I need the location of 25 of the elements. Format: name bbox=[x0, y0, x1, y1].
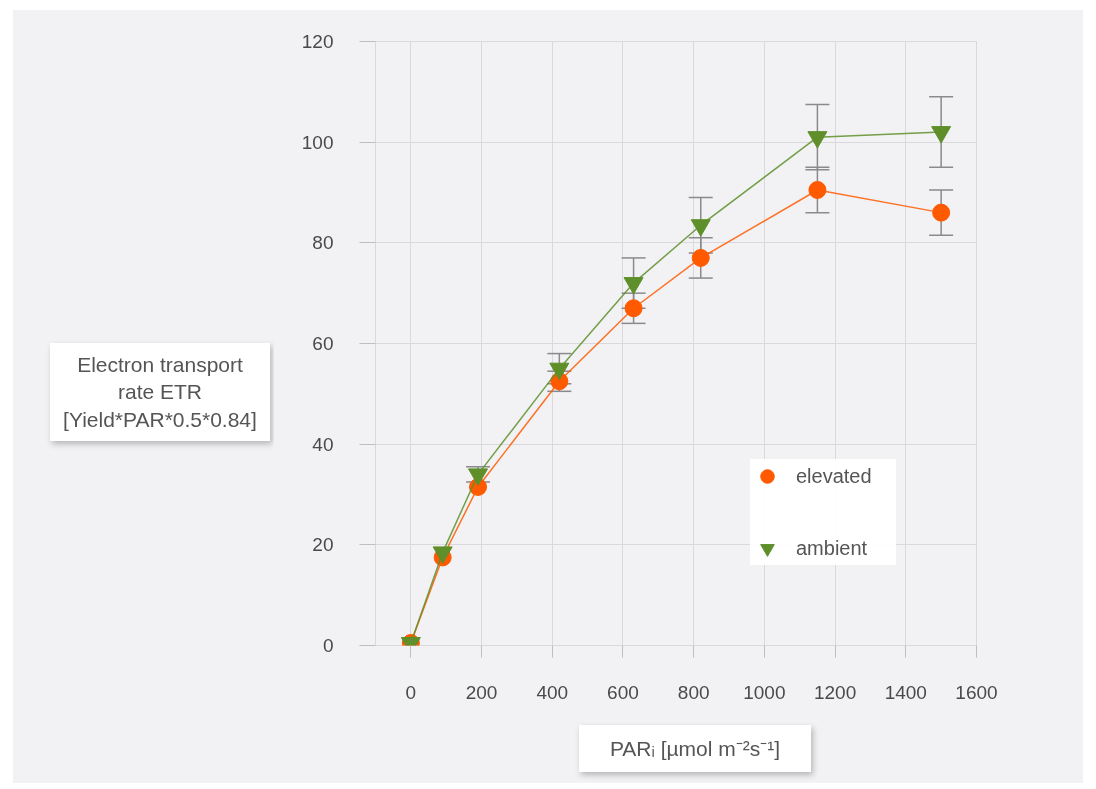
x-tick-label: 800 bbox=[677, 681, 710, 703]
y-tick-label: 20 bbox=[312, 534, 334, 556]
y-tick-label: 40 bbox=[312, 433, 334, 455]
x-tick-label: 1000 bbox=[743, 681, 786, 703]
legend-label: ambient bbox=[796, 536, 869, 560]
y-tick-label: 100 bbox=[301, 131, 334, 153]
point bbox=[690, 219, 711, 237]
x-tick-label: 400 bbox=[536, 681, 569, 703]
x-tick-label: 1600 bbox=[955, 681, 998, 703]
x-tick-label: 1200 bbox=[813, 681, 857, 703]
point bbox=[624, 299, 643, 318]
y-axis-title: Electron transport rate ETR [Yield*PAR*0.5*0.84] bbox=[50, 343, 270, 441]
y-tick-label: 0 bbox=[322, 635, 334, 656]
point bbox=[931, 126, 952, 144]
y-tick-label: 60 bbox=[312, 333, 334, 354]
point bbox=[807, 131, 828, 149]
x-tick-label: 1400 bbox=[884, 681, 927, 703]
y-tick-label: 120 bbox=[301, 31, 334, 52]
legend-label: elevated bbox=[796, 464, 873, 488]
x-tick-label: 200 bbox=[465, 681, 498, 703]
x-axis-title: PARᵢ [µmol m⁻²s⁻¹] bbox=[579, 725, 811, 773]
x-tick-label: 600 bbox=[607, 681, 639, 703]
y-tick-label: 80 bbox=[312, 232, 334, 254]
point bbox=[623, 277, 644, 295]
x-tick-label: 0 bbox=[405, 681, 417, 703]
